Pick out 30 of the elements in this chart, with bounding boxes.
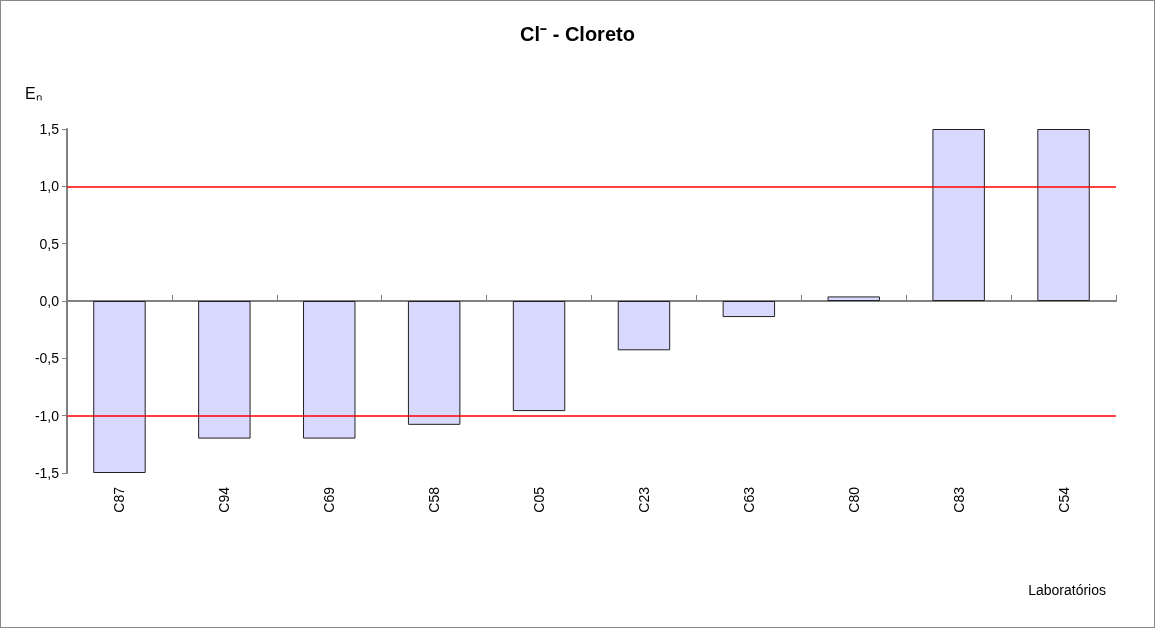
x-tick-label: C58 [426, 486, 443, 513]
x-axis-title: Laboratórios [1028, 582, 1106, 598]
y-tick-label: 0,0 [39, 293, 60, 309]
y-tick-label: 1,5 [39, 121, 60, 137]
x-tick-label: C69 [321, 486, 338, 513]
bar [1037, 129, 1090, 301]
bar [617, 301, 671, 351]
chart-title: Cl⁻ - Cloreto [520, 23, 635, 45]
bar [722, 301, 776, 318]
x-tick-label: C54 [1055, 486, 1072, 513]
bar [198, 301, 251, 439]
bar [303, 301, 356, 439]
bar [93, 301, 146, 473]
x-tick-label: C87 [111, 486, 128, 513]
y-tick-label: 1,0 [39, 178, 60, 195]
y-tick-label: -1,5 [34, 465, 60, 481]
y-tick-label: -0,5 [34, 350, 60, 367]
x-tick-label: C94 [216, 486, 233, 513]
y-tick-label: 0,5 [39, 235, 60, 252]
y-tick-label: -1,0 [34, 407, 60, 424]
x-tick-label: C23 [635, 486, 652, 513]
bar [932, 129, 985, 301]
bar [407, 301, 461, 425]
y-axis-title: Eₙ [25, 84, 42, 102]
bar [827, 296, 880, 301]
x-tick-label: C05 [531, 486, 548, 513]
x-tick-label: C63 [740, 486, 757, 513]
x-tick-label: C83 [950, 486, 967, 513]
x-tick-label: C80 [845, 486, 862, 513]
bar [512, 301, 566, 412]
